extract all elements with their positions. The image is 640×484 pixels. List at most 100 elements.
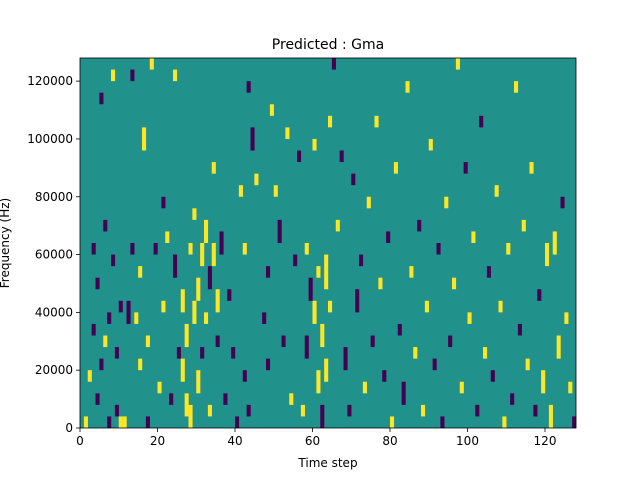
heatmap-cell [215,289,220,313]
heatmap-cell [320,323,325,348]
heatmap-cell [525,358,530,371]
heatmap-cell [95,277,100,290]
heatmap-cell [246,81,251,93]
heatmap-cell [266,266,271,278]
y-tick-label: 80000 [35,190,73,204]
heatmap-cell [126,300,131,324]
plot-area [79,57,577,429]
heatmap-cell [417,219,422,232]
x-tick-label: 0 [76,434,84,448]
heatmap-cell [289,393,294,405]
heatmap-cell [304,243,309,255]
heatmap-cell [328,300,333,313]
heatmap-cell [250,127,255,151]
heatmap-cell [359,254,364,267]
heatmap-cell [130,69,135,82]
heatmap-cell [87,370,92,382]
heatmap-cell [436,243,441,255]
heatmap-cell [312,300,317,324]
heatmap-cell [145,416,150,428]
heatmap-cell [149,58,154,70]
heatmap-cell [111,69,116,82]
heatmap-cell [153,243,158,255]
heatmap-cell [386,231,391,243]
heatmap-cell [494,185,499,197]
heatmap-cell [467,312,472,324]
heatmap-cell [390,416,395,428]
heatmap-cell [83,416,88,428]
heatmap-cell [397,323,402,336]
heatmap-cell [517,323,522,336]
heatmap-cell [293,254,298,267]
heatmap-cell [103,335,108,348]
x-tick-label: 120 [534,434,557,448]
heatmap-cell [421,404,426,417]
heatmap-cell [304,335,309,359]
heatmap-cell [99,358,104,371]
heatmap-cell [145,335,150,348]
heatmap-cell [242,243,247,255]
heatmap-cell [138,358,143,371]
heatmap-cell [568,381,573,394]
heatmap-cell [99,92,104,105]
heatmap-cell [227,289,232,301]
heatmap-cell [118,416,123,428]
heatmap-cell [498,300,503,313]
heatmap-cell [223,393,228,405]
heatmap-cell [560,196,565,209]
heatmap-cell [541,370,546,394]
heatmap-cell [297,150,302,163]
heatmap-cell [432,358,437,371]
heatmap-cell [273,185,278,197]
heatmap-cell [564,312,569,324]
heatmap-cell [204,219,209,244]
heatmap-cell [374,115,379,128]
x-tick-label: 20 [150,434,165,448]
y-axis: 0 20000 40000 60000 80000 100000 120000 [27,74,80,435]
heatmap-cell [200,243,205,267]
heatmap-cell [188,404,193,429]
heatmap-cell [347,404,352,417]
heatmap-cell [328,115,333,128]
heatmap-cell [351,173,356,186]
heatmap-cell [254,173,259,186]
heatmap-cell [211,243,216,267]
y-tick-label: 20000 [35,363,73,377]
heatmap-cell [281,335,286,348]
heatmap-cell [459,381,464,394]
heatmap-cell [440,416,445,428]
y-tick-label: 120000 [27,74,73,88]
heatmap-cell [161,300,166,313]
heatmap-cell [335,219,340,232]
heatmap-cell [510,393,515,405]
heatmap-cell [312,138,317,151]
x-tick-label: 100 [456,434,479,448]
heatmap-cell [95,393,100,405]
heatmap-cell [316,370,321,394]
heatmap-cell [448,335,453,348]
heatmap-cell [169,393,174,405]
heatmap-cell [235,416,240,428]
heatmap-cell [316,266,321,278]
heatmap-cell [502,416,507,428]
heatmap-cell [242,370,247,382]
heatmap-cell [339,150,344,163]
heatmap-cell [401,381,406,405]
heatmap-cell [107,312,112,324]
plot-frame [79,57,577,429]
heatmap-cell [320,404,325,429]
heatmap-cell [506,243,511,255]
heatmap-cell [173,254,178,278]
x-tick-label: 40 [227,434,242,448]
x-tick-label: 80 [382,434,397,448]
heatmap-cell [184,393,189,417]
heatmap-cell [490,370,495,382]
heatmap-cell [211,162,216,174]
y-axis-label: Frequency (Hz) [0,198,12,289]
heatmap-cell [424,300,429,313]
heatmap-cell [382,370,387,382]
heatmap-cell [219,231,224,255]
heatmap-cell [192,208,197,220]
heatmap-cell [134,312,139,324]
x-axis: 0 20 40 60 80 100 120 [76,428,556,448]
